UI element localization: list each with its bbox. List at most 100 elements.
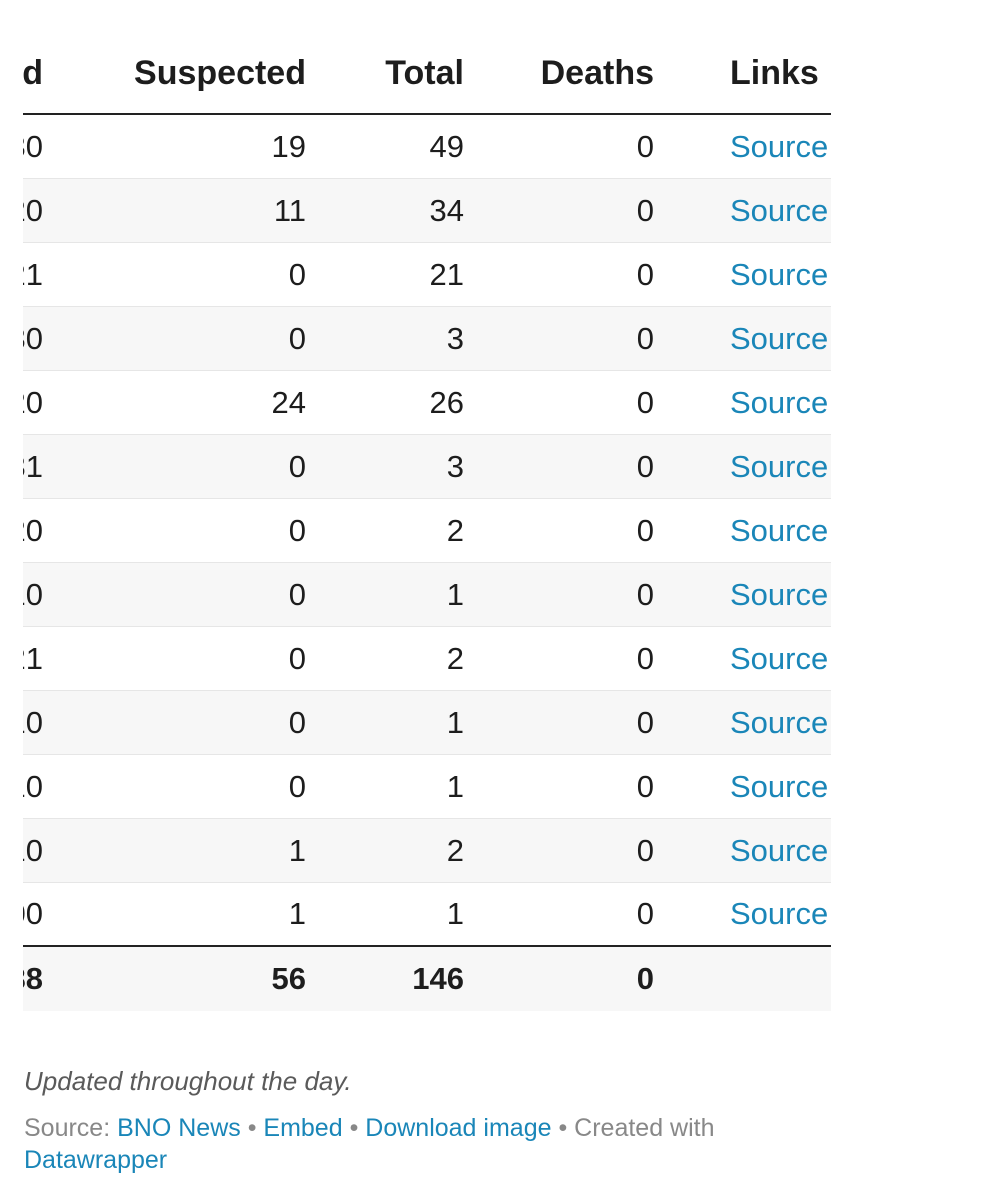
source-link[interactable]: Source bbox=[730, 128, 829, 164]
separator: • bbox=[240, 1114, 264, 1142]
header-total[interactable]: Total bbox=[385, 54, 464, 92]
separator: • bbox=[342, 1114, 366, 1142]
table-row: 20020Source bbox=[23, 499, 831, 563]
cell-confirmed: 21 bbox=[23, 256, 43, 292]
source-link[interactable]: Source bbox=[730, 576, 829, 612]
source-prefix: Source: bbox=[24, 1114, 118, 1142]
cell-total: 2 bbox=[446, 832, 464, 868]
header-confirmed[interactable]: Confirmed bbox=[23, 54, 43, 92]
cell-deaths: 0 bbox=[636, 128, 654, 164]
cell-links: Source bbox=[730, 371, 831, 434]
cell-deaths: 0 bbox=[636, 576, 654, 612]
source-link[interactable]: Source bbox=[730, 896, 829, 931]
table-row: 10010Source bbox=[23, 691, 831, 755]
source-link[interactable]: Source bbox=[730, 256, 829, 292]
header-links[interactable]: Links bbox=[730, 54, 819, 92]
cell-links: Source bbox=[730, 307, 831, 370]
cell-total: 26 bbox=[429, 384, 464, 420]
header-deaths[interactable]: Deaths bbox=[540, 54, 654, 92]
cell-total: 21 bbox=[429, 256, 464, 292]
cell-links: Source bbox=[730, 243, 831, 306]
table-row: 20 24 26 0 Source bbox=[23, 371, 831, 435]
cell-confirmed: 30 bbox=[23, 128, 43, 164]
cell-links: Source bbox=[730, 435, 831, 498]
total-confirmed: 88 bbox=[23, 961, 43, 996]
cell-suspected: 0 bbox=[288, 640, 306, 676]
cell-total: 1 bbox=[446, 576, 464, 612]
table-row: 10010Source bbox=[23, 563, 831, 627]
cell-total: 1 bbox=[446, 896, 464, 931]
table-row: 10 1 2 0 Source bbox=[23, 819, 831, 883]
table-row: 00 1 1 0 Source bbox=[23, 883, 831, 947]
datawrapper-link[interactable]: Datawrapper bbox=[24, 1146, 168, 1174]
cell-deaths: 0 bbox=[636, 512, 654, 548]
cell-total: 1 bbox=[446, 768, 464, 804]
cell-suspected: 24 bbox=[271, 384, 306, 420]
total-deaths: 0 bbox=[636, 961, 654, 996]
source-link[interactable]: Source bbox=[730, 384, 829, 420]
cell-total: 49 bbox=[429, 128, 464, 164]
cell-links: Source bbox=[730, 755, 831, 818]
table-row: 10010Source bbox=[23, 755, 831, 819]
total-suspected: 56 bbox=[271, 961, 306, 996]
cell-links: Source bbox=[730, 563, 831, 626]
cell-suspected: 0 bbox=[288, 448, 306, 484]
source-link[interactable]: Source bbox=[730, 640, 829, 676]
table-body: 3019490Source2011340Source210210Source30… bbox=[23, 115, 831, 947]
header-suspected[interactable]: Suspected bbox=[134, 54, 306, 92]
cell-deaths: 0 bbox=[636, 192, 654, 228]
cell-deaths: 0 bbox=[636, 320, 654, 356]
cell-suspected: 0 bbox=[288, 320, 306, 356]
cell-deaths: 0 bbox=[636, 256, 654, 292]
table-header-row: Confirmed Suspected Total Deaths Links bbox=[23, 28, 831, 115]
table-viewport[interactable]: Confirmed Suspected Total Deaths Links 3… bbox=[23, 28, 831, 1024]
cell-total: 3 bbox=[446, 320, 464, 356]
cell-links: Source bbox=[730, 819, 831, 882]
cell-total: 1 bbox=[446, 704, 464, 740]
cell-suspected: 0 bbox=[288, 768, 306, 804]
embed-link[interactable]: Embed bbox=[263, 1114, 343, 1142]
source-link[interactable]: Source bbox=[730, 448, 829, 484]
cell-suspected: 1 bbox=[288, 832, 306, 868]
table-row: 21 0 21 0 Source bbox=[23, 243, 831, 307]
cell-suspected: 0 bbox=[288, 704, 306, 740]
cell-deaths: 0 bbox=[636, 704, 654, 740]
cell-deaths: 0 bbox=[636, 832, 654, 868]
cell-confirmed: 20 bbox=[23, 192, 43, 228]
cell-total: 2 bbox=[446, 512, 464, 548]
source-link[interactable]: Source bbox=[730, 192, 829, 228]
data-table: Confirmed Suspected Total Deaths Links 3… bbox=[23, 28, 831, 1011]
source-link[interactable]: Source bbox=[730, 512, 829, 548]
source-link[interactable]: Source bbox=[730, 832, 829, 868]
cell-confirmed: 20 bbox=[23, 384, 43, 420]
cell-confirmed: 10 bbox=[23, 832, 43, 868]
totals-row: 88 56 146 0 bbox=[23, 947, 831, 1011]
source-link[interactable]: Source bbox=[730, 704, 829, 740]
cell-links: Source bbox=[730, 499, 831, 562]
cell-suspected: 0 bbox=[288, 576, 306, 612]
source-link[interactable]: Source bbox=[730, 768, 829, 804]
source-link[interactable]: BNO News bbox=[117, 1114, 241, 1142]
table-row: 20 11 34 0 Source bbox=[23, 179, 831, 243]
cell-suspected: 0 bbox=[288, 512, 306, 548]
cell-deaths: 0 bbox=[636, 768, 654, 804]
cell-confirmed: 10 bbox=[23, 768, 43, 804]
cell-links: Source bbox=[730, 883, 831, 945]
cell-suspected: 11 bbox=[273, 192, 306, 228]
download-image-link[interactable]: Download image bbox=[365, 1114, 552, 1142]
cell-total: 2 bbox=[446, 640, 464, 676]
created-with-label: Created with bbox=[574, 1114, 715, 1142]
table-row: 31 0 3 0 Source bbox=[23, 435, 831, 499]
cell-links: Source bbox=[730, 691, 831, 754]
cell-total: 34 bbox=[429, 192, 464, 228]
cell-suspected: 0 bbox=[288, 256, 306, 292]
cell-links: Source bbox=[730, 115, 831, 178]
cell-confirmed: 31 bbox=[23, 448, 43, 484]
total-links-empty bbox=[730, 947, 831, 1011]
table-row: 30 19 49 0 Source bbox=[23, 115, 831, 179]
cell-suspected: 1 bbox=[288, 896, 306, 931]
source-link[interactable]: Source bbox=[730, 320, 829, 356]
cell-links: Source bbox=[730, 179, 831, 242]
cell-deaths: 0 bbox=[636, 896, 654, 931]
